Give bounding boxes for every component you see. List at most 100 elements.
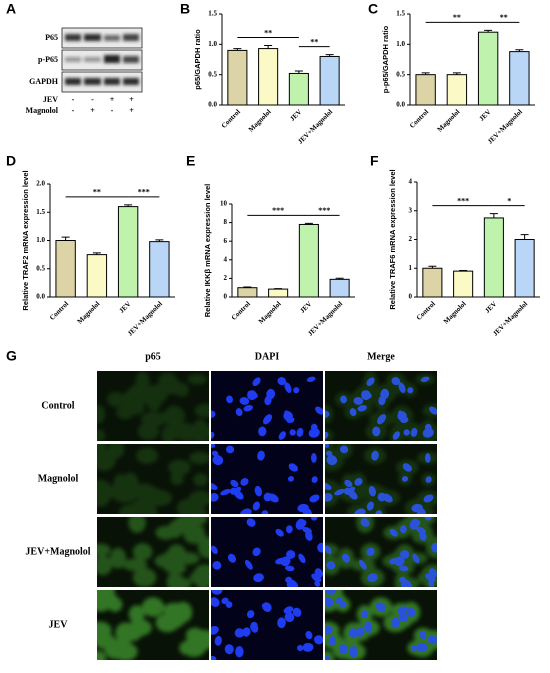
image-content — [90, 509, 217, 592]
bar — [87, 255, 106, 297]
y-axis-label: p-p65/GAPDH ratio — [381, 25, 390, 93]
microscopy-image — [88, 371, 216, 446]
cytoplasm — [142, 597, 164, 616]
y-tick-label: 3 — [409, 206, 413, 214]
bar — [56, 241, 75, 298]
bar — [478, 32, 497, 105]
panel-letter: D — [6, 153, 16, 169]
y-tick-label: 0.0 — [396, 101, 405, 109]
treatment-sign: + — [110, 95, 115, 104]
blot-row-label: P65 — [45, 33, 58, 42]
y-tick-label: 6 — [224, 237, 228, 245]
image-content — [206, 440, 323, 521]
y-tick-label: 2.0 — [36, 180, 45, 188]
bar — [416, 75, 435, 105]
image-background — [211, 444, 323, 514]
column-header: Merge — [367, 351, 395, 362]
row-label: Magnolol — [38, 473, 79, 484]
significance-label: * — [507, 196, 511, 205]
treatment-sign: - — [111, 106, 114, 115]
row-label: JEV+Magnolol — [25, 546, 90, 557]
cytoplasm — [133, 568, 157, 587]
image-content — [316, 371, 444, 446]
treatment-sign: - — [72, 106, 75, 115]
panel-letter: E — [186, 153, 195, 169]
cytoplasm — [116, 405, 134, 420]
y-tick-label: 0.5 — [208, 70, 217, 78]
y-tick-label: 0.0 — [36, 293, 45, 301]
cytoplasm — [141, 412, 167, 427]
bar — [454, 271, 473, 297]
treatment-sign: + — [90, 106, 95, 115]
image-content — [85, 438, 212, 523]
y-tick-label: 1.0 — [396, 40, 405, 48]
bar — [330, 279, 349, 297]
cytoplasm — [193, 473, 208, 486]
y-tick-label: 0.0 — [208, 101, 217, 109]
cytoplasm — [186, 628, 204, 643]
y-axis-label: Relative TRAF2 mRNA expression level — [21, 170, 30, 310]
significance-label: ** — [310, 37, 318, 46]
panel-letter: G — [6, 348, 17, 364]
image-content — [209, 513, 326, 590]
significance-label: *** — [138, 188, 150, 197]
microscopy-image — [318, 509, 445, 592]
y-tick-label: 10 — [220, 200, 228, 208]
cytoplasm — [136, 447, 158, 464]
bar — [289, 73, 308, 105]
blot-image — [62, 28, 142, 92]
significance-label: ** — [453, 13, 461, 22]
y-tick-label: 2 — [409, 235, 413, 243]
panel-letter: C — [368, 1, 378, 17]
y-tick-label: 2 — [224, 274, 228, 282]
image-background — [211, 371, 323, 441]
y-axis-label: Relative IKKβ mRNA expression level — [203, 184, 212, 318]
treatment-sign: + — [129, 106, 134, 115]
significance-label: *** — [272, 206, 284, 215]
bar — [150, 242, 169, 297]
blot-row-label: p-P65 — [38, 55, 58, 64]
cytoplasm — [104, 593, 118, 609]
image-content — [316, 580, 444, 668]
panel-letter: B — [180, 1, 190, 17]
y-tick-label: 4 — [224, 255, 228, 263]
y-tick-label: 0 — [224, 293, 228, 301]
y-tick-label: 0.5 — [36, 264, 45, 272]
cytoplasm — [135, 371, 149, 393]
y-tick-label: 1.5 — [396, 10, 405, 18]
microscopy-image — [316, 580, 444, 668]
treatment-label: JEV — [43, 95, 58, 104]
cytoplasm — [189, 491, 212, 507]
cytoplasm — [122, 623, 143, 641]
cytoplasm — [164, 406, 185, 427]
cytoplasm — [187, 374, 207, 385]
image-content — [88, 580, 216, 668]
panel-letter: F — [370, 153, 379, 169]
image-content — [207, 585, 325, 664]
y-tick-label: 1.5 — [208, 10, 217, 18]
significance-label: ** — [264, 28, 272, 37]
y-tick-label: 8 — [224, 218, 228, 226]
error-bar — [459, 271, 467, 272]
bar — [299, 224, 318, 297]
y-tick-label: 0.5 — [396, 70, 405, 78]
significance-label: ** — [500, 13, 508, 22]
significance-label: *** — [457, 196, 469, 205]
microscopy-image — [316, 371, 444, 446]
image-content — [206, 371, 325, 441]
bar — [515, 240, 534, 298]
y-tick-label: 1.0 — [208, 40, 217, 48]
blot-row-label: GAPDH — [29, 77, 59, 86]
image-content — [313, 438, 440, 523]
cytoplasm — [176, 552, 199, 564]
bar — [259, 49, 278, 105]
column-header: p65 — [145, 351, 161, 362]
treatment-sign: + — [129, 95, 134, 104]
y-tick-label: 1.5 — [36, 208, 45, 216]
cytoplasm — [107, 392, 124, 407]
microscopy-image — [85, 438, 212, 523]
significance-label: *** — [318, 206, 330, 215]
image-content — [88, 371, 216, 446]
microscopy-image — [207, 585, 325, 664]
microscopy-image — [313, 438, 440, 523]
